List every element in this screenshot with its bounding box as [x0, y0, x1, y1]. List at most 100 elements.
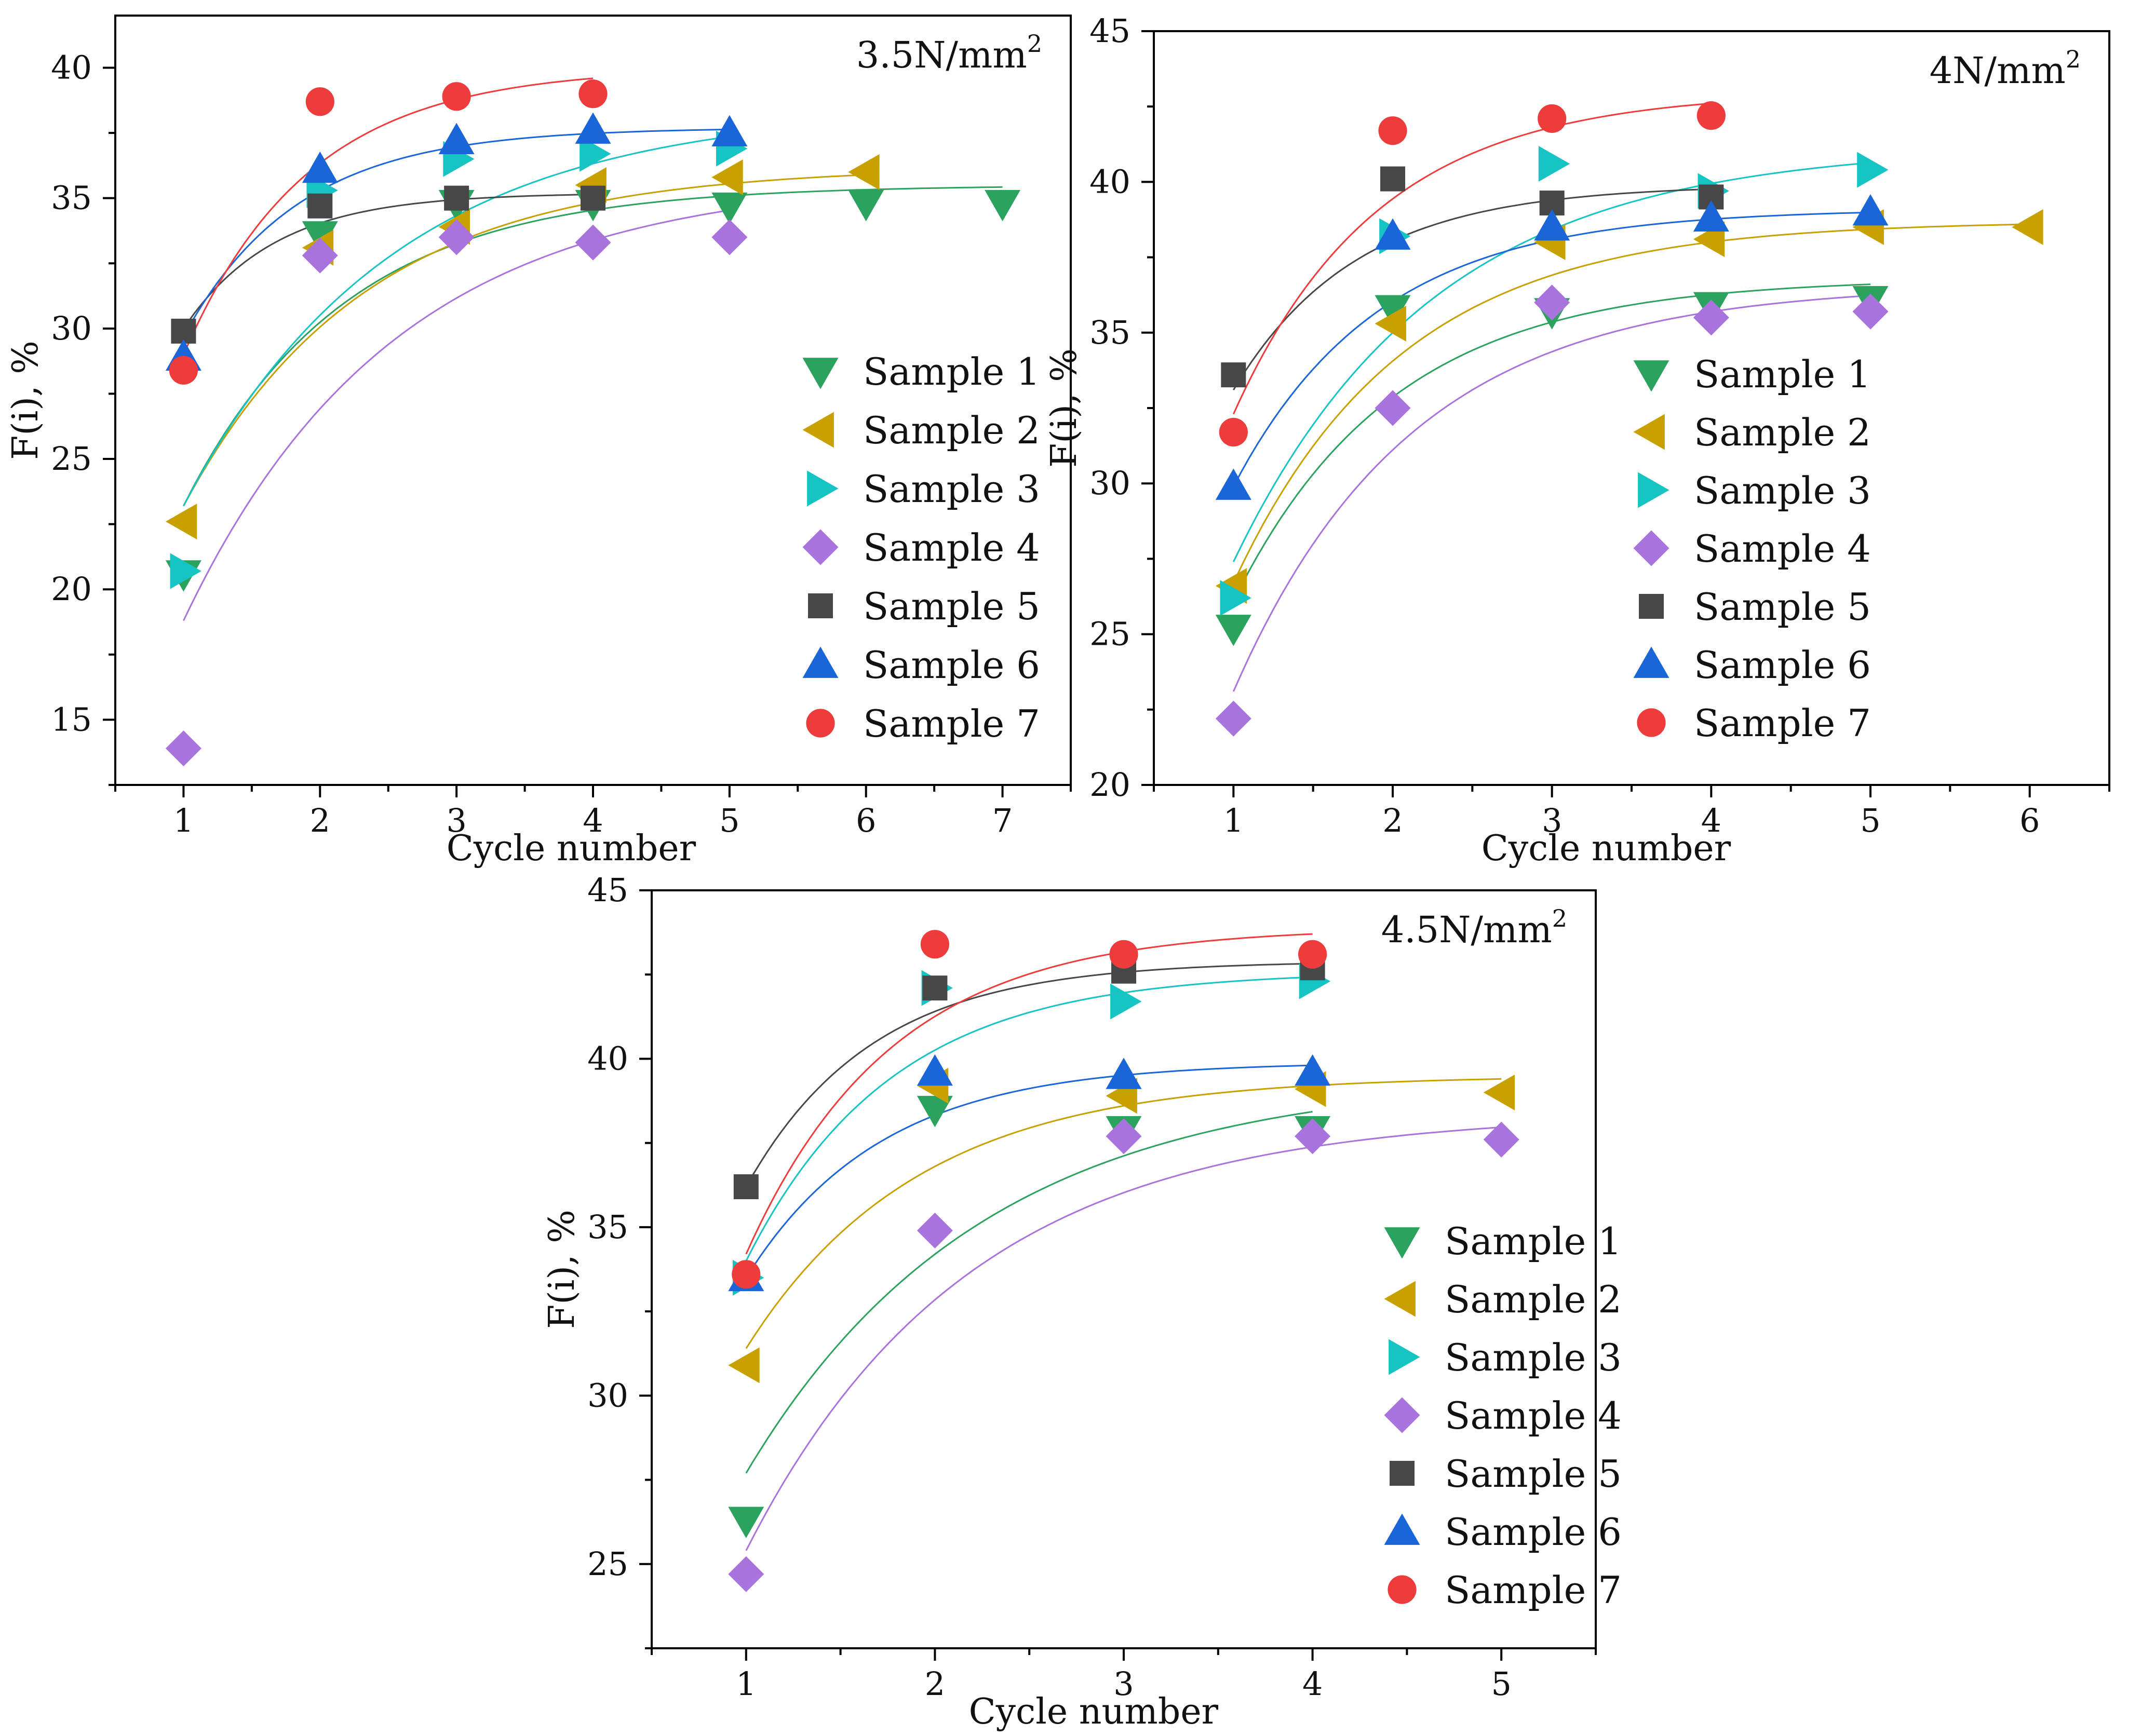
data-point-sample-4	[1534, 284, 1570, 321]
data-point-sample-6	[1375, 218, 1411, 250]
data-point-sample-5	[922, 975, 948, 1001]
data-point-sample-7	[578, 79, 608, 108]
data-point-sample-4	[165, 730, 201, 767]
x-tick-label: 6	[856, 802, 876, 839]
y-tick-label: 20	[51, 570, 92, 608]
data-point-sample-4	[917, 1212, 953, 1249]
data-point-sample-3	[170, 553, 201, 589]
data-point-sample-5	[581, 185, 605, 211]
legend-label: Sample 3	[1694, 469, 1871, 512]
x-tick-label: 7	[992, 802, 1013, 839]
data-point-sample-4	[575, 224, 611, 261]
data-point-sample-1	[302, 221, 338, 253]
legend-label: Sample 3	[1445, 1336, 1622, 1379]
fit-curve-sample-6	[745, 1064, 1313, 1279]
data-point-sample-6	[1534, 209, 1570, 241]
legend-label: Sample 4	[863, 526, 1040, 569]
x-tick-label: 1	[173, 802, 194, 839]
data-point-sample-7	[1696, 101, 1726, 130]
data-point-sample-1	[848, 189, 884, 222]
data-point-sample-4	[1215, 700, 1251, 737]
x-tick-label: 5	[1860, 802, 1880, 839]
legend-marker	[802, 412, 834, 448]
y-tick-label: 35	[51, 179, 92, 217]
data-point-sample-4	[438, 219, 475, 255]
x-tick-label: 3	[1542, 802, 1562, 839]
panel-title-superscript: 2	[1027, 30, 1042, 58]
fit-curve-sample-2	[1232, 223, 2030, 584]
fit-curve-sample-4	[745, 1126, 1502, 1551]
data-point-sample-1	[711, 192, 748, 224]
legend-marker	[807, 470, 839, 507]
legend-marker	[1633, 646, 1669, 678]
y-tick-label: 25	[1089, 615, 1130, 653]
x-tick-label: 2	[1382, 802, 1403, 839]
data-point-sample-4	[1295, 1118, 1331, 1155]
legend-marker	[1637, 708, 1666, 737]
legend-label: Sample 1	[1445, 1219, 1622, 1263]
plot-frame	[1153, 30, 2110, 786]
panel-title: 4.5N/mm2	[1381, 904, 1567, 951]
data-point-sample-2	[728, 1347, 760, 1384]
x-tick-label: 3	[1113, 1665, 1134, 1703]
panel-title-superscript: 2	[1552, 904, 1567, 932]
legend-label: Sample 1	[863, 350, 1040, 394]
data-point-sample-1	[917, 1095, 953, 1128]
legend: Sample 1 Sample 2 Sample 3 Sample 4 Sample 5…	[802, 350, 1040, 745]
fit-curve-sample-1	[745, 1110, 1313, 1474]
data-point-sample-4	[728, 1556, 764, 1592]
data-point-sample-7	[1298, 940, 1327, 969]
legend-marker	[1388, 1575, 1417, 1604]
data-point-sample-4	[1106, 1118, 1142, 1155]
x-tick-label: 4	[583, 802, 603, 839]
data-point-sample-4	[1375, 390, 1411, 426]
x-tick-label: 3	[446, 802, 466, 839]
data-point-sample-6	[711, 115, 748, 146]
data-point-sample-5	[444, 185, 469, 211]
x-tick-label: 1	[1223, 802, 1244, 839]
x-axis-title: Cycle number	[1482, 828, 1731, 869]
fit-curve-sample-7	[183, 77, 594, 355]
y-tick-label: 30	[587, 1376, 628, 1414]
fit-curve-sample-3	[745, 976, 1313, 1262]
y-tick-label: 40	[51, 48, 92, 86]
y-axis-title: F(i), %	[542, 1210, 583, 1329]
panel-title: 3.5N/mm2	[856, 30, 1042, 76]
fit-curve-sample-5	[183, 194, 594, 329]
y-axis-title: F(i), %	[1044, 348, 1085, 468]
x-tick-label: 5	[1491, 1665, 1511, 1703]
data-point-sample-7	[1378, 116, 1407, 145]
y-tick-label: 40	[587, 1039, 628, 1077]
data-point-sample-2	[165, 504, 197, 540]
legend-marker	[806, 709, 835, 738]
legend-label: Sample 7	[1694, 701, 1871, 745]
y-tick-label: 25	[51, 440, 92, 478]
legend-label: Sample 5	[863, 585, 1040, 628]
legend-label: Sample 6	[1445, 1510, 1622, 1554]
fit-curve-sample-7	[745, 933, 1313, 1255]
legend-marker	[802, 358, 839, 389]
y-tick-label: 40	[1089, 162, 1130, 200]
data-point-sample-6	[1852, 194, 1889, 226]
data-point-sample-5	[733, 1174, 759, 1200]
data-point-sample-7	[1219, 417, 1248, 447]
legend-label: Sample 7	[863, 702, 1040, 745]
legend-marker	[1633, 530, 1669, 566]
legend-marker	[1384, 1281, 1416, 1317]
data-point-sample-3	[1538, 146, 1570, 182]
data-point-sample-2	[711, 159, 743, 195]
y-axis-title: F(i), %	[5, 341, 46, 460]
data-point-sample-5	[307, 193, 333, 219]
legend-label: Sample 6	[863, 643, 1040, 687]
legend-label: Sample 4	[1694, 527, 1871, 571]
legend-marker	[1384, 1397, 1420, 1433]
x-axis-title: Cycle number	[447, 828, 696, 869]
fit-curve-sample-5	[1233, 188, 1712, 390]
x-tick-label: 2	[310, 802, 330, 839]
data-point-sample-4	[302, 237, 338, 274]
data-point-sample-4	[1693, 300, 1729, 336]
legend-marker	[1633, 360, 1669, 392]
legend-marker	[1384, 1513, 1420, 1545]
data-point-sample-2	[848, 154, 880, 190]
